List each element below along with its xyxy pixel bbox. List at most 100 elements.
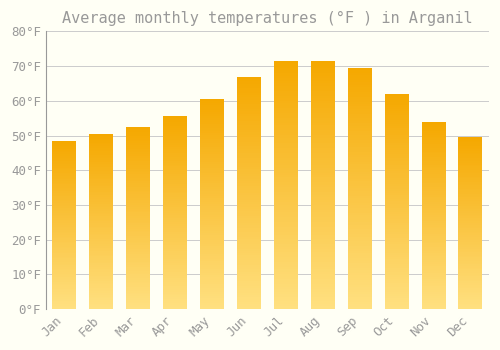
Bar bbox=[422, 176, 446, 178]
Bar bbox=[163, 153, 187, 155]
Bar bbox=[126, 174, 150, 176]
Bar bbox=[422, 300, 446, 301]
Bar bbox=[90, 292, 114, 293]
Bar bbox=[384, 266, 408, 268]
Bar bbox=[126, 236, 150, 238]
Bar bbox=[163, 207, 187, 209]
Bar bbox=[126, 220, 150, 222]
Bar bbox=[52, 220, 76, 222]
Bar bbox=[200, 103, 224, 105]
Bar bbox=[458, 268, 482, 270]
Bar bbox=[200, 116, 224, 118]
Bar bbox=[274, 304, 298, 307]
Bar bbox=[384, 131, 408, 133]
Bar bbox=[200, 166, 224, 168]
Bar bbox=[163, 217, 187, 218]
Bar bbox=[237, 179, 261, 181]
Bar bbox=[384, 197, 408, 199]
Bar bbox=[274, 250, 298, 252]
Bar bbox=[52, 203, 76, 205]
Bar bbox=[90, 285, 114, 286]
Bar bbox=[200, 175, 224, 177]
Bar bbox=[422, 191, 446, 193]
Bar bbox=[274, 217, 298, 220]
Bar bbox=[458, 247, 482, 249]
Bar bbox=[274, 116, 298, 118]
Bar bbox=[311, 252, 335, 254]
Bar bbox=[384, 240, 408, 242]
Bar bbox=[384, 221, 408, 223]
Bar bbox=[200, 261, 224, 263]
Bar bbox=[458, 285, 482, 287]
Bar bbox=[200, 233, 224, 236]
Bar bbox=[422, 221, 446, 223]
Bar bbox=[52, 183, 76, 184]
Bar bbox=[163, 263, 187, 265]
Bar bbox=[163, 176, 187, 178]
Bar bbox=[90, 281, 114, 283]
Bar bbox=[126, 269, 150, 271]
Bar bbox=[311, 210, 335, 212]
Bar bbox=[422, 232, 446, 234]
Bar bbox=[274, 267, 298, 269]
Bar bbox=[126, 145, 150, 147]
Bar bbox=[126, 287, 150, 289]
Bar bbox=[348, 126, 372, 128]
Bar bbox=[52, 268, 76, 270]
Bar bbox=[311, 91, 335, 93]
Bar bbox=[90, 249, 114, 251]
Bar bbox=[90, 179, 114, 181]
Bar bbox=[200, 194, 224, 196]
Bar bbox=[422, 180, 446, 182]
Bar bbox=[126, 158, 150, 160]
Bar bbox=[126, 187, 150, 189]
Bar bbox=[200, 170, 224, 173]
Bar bbox=[348, 239, 372, 241]
Bar bbox=[200, 156, 224, 158]
Bar bbox=[311, 282, 335, 284]
Bar bbox=[237, 304, 261, 307]
Bar bbox=[126, 212, 150, 214]
Bar bbox=[274, 180, 298, 182]
Bar bbox=[90, 272, 114, 274]
Bar bbox=[348, 104, 372, 106]
Bar bbox=[237, 241, 261, 244]
Bar bbox=[458, 280, 482, 281]
Bar bbox=[348, 294, 372, 297]
Bar bbox=[384, 176, 408, 178]
Bar bbox=[348, 169, 372, 171]
Bar bbox=[126, 211, 150, 212]
Bar bbox=[237, 79, 261, 81]
Bar bbox=[126, 180, 150, 181]
Bar bbox=[163, 163, 187, 164]
Bar bbox=[126, 289, 150, 291]
Bar bbox=[90, 269, 114, 271]
Bar bbox=[163, 228, 187, 230]
Bar bbox=[126, 214, 150, 216]
Bar bbox=[458, 196, 482, 197]
Bar bbox=[163, 284, 187, 286]
Bar bbox=[126, 176, 150, 178]
Bar bbox=[384, 257, 408, 259]
Bar bbox=[274, 193, 298, 195]
Bar bbox=[274, 207, 298, 210]
Bar bbox=[348, 157, 372, 160]
Bar bbox=[126, 178, 150, 180]
Bar bbox=[384, 276, 408, 279]
Bar bbox=[237, 234, 261, 237]
Bar bbox=[52, 153, 76, 154]
Bar bbox=[200, 185, 224, 187]
Bar bbox=[163, 288, 187, 290]
Bar bbox=[90, 146, 114, 148]
Bar bbox=[200, 290, 224, 292]
Bar bbox=[384, 302, 408, 304]
Bar bbox=[274, 272, 298, 274]
Bar bbox=[384, 289, 408, 292]
Bar bbox=[237, 95, 261, 97]
Bar bbox=[274, 86, 298, 88]
Bar bbox=[237, 232, 261, 234]
Bar bbox=[458, 178, 482, 180]
Bar bbox=[311, 272, 335, 274]
Bar bbox=[163, 184, 187, 186]
Bar bbox=[348, 191, 372, 193]
